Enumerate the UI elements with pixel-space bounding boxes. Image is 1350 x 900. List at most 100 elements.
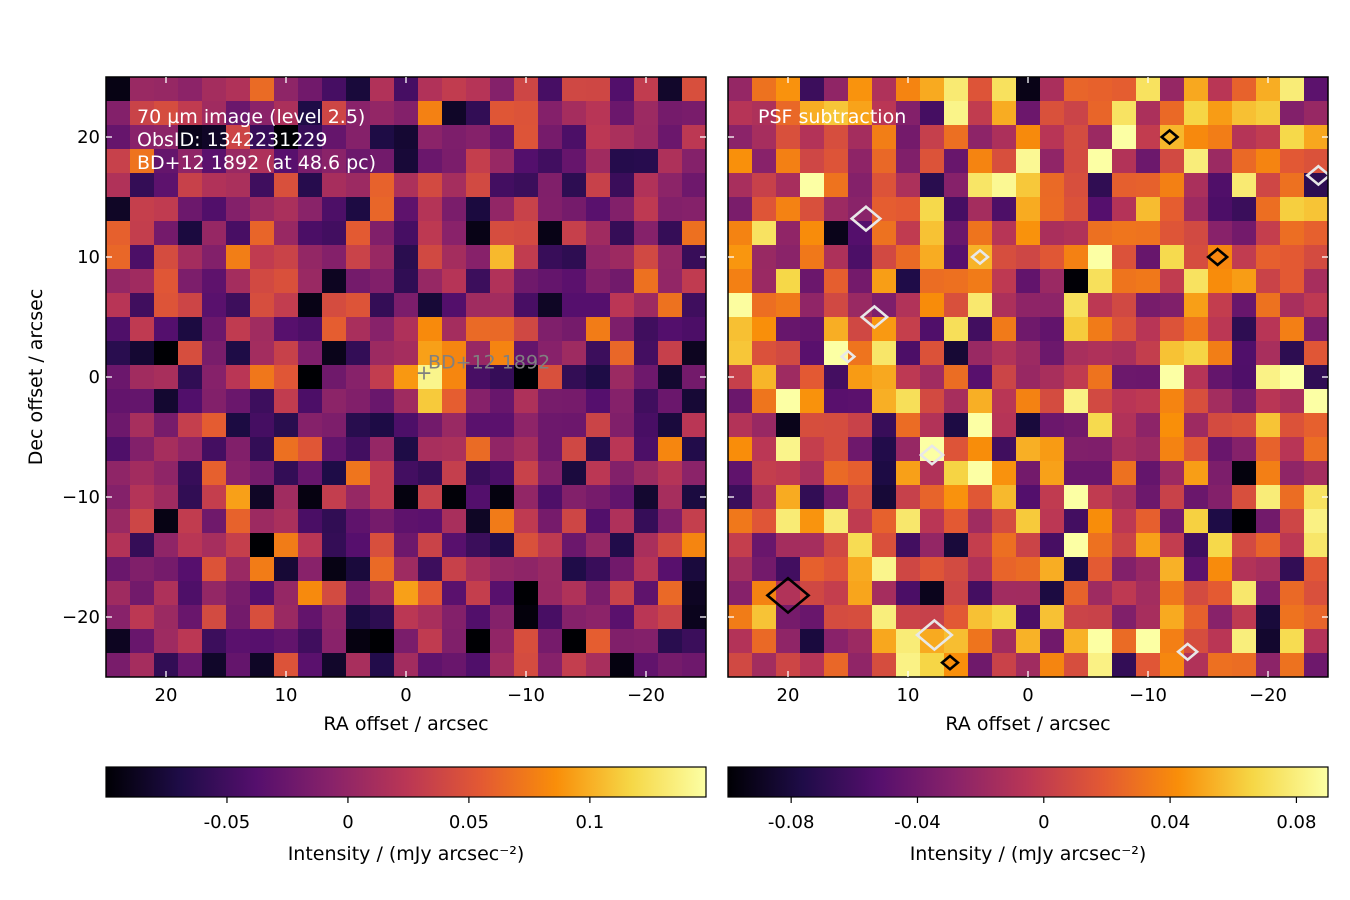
heatmap-cell [178,653,203,677]
heatmap-cell [514,389,539,414]
heatmap-cell [418,413,443,438]
heatmap-cell [1088,149,1113,174]
x-tick-label: −20 [1249,685,1287,706]
heatmap-cell [824,653,849,677]
heatmap-cell [250,437,275,462]
heatmap-cell [202,101,227,126]
heatmap-cell [1112,245,1137,270]
heatmap-cell [538,437,563,462]
heatmap-cell [682,293,706,318]
heatmap-cell [1280,629,1305,654]
heatmap-cell [418,101,443,126]
heatmap-cell [1280,461,1305,486]
heatmap-cell [370,269,395,294]
heatmap-cell [968,101,993,126]
heatmap-cell [968,77,993,102]
heatmap-cell [514,581,539,606]
heatmap-cell [1184,605,1209,630]
heatmap-cell [1304,533,1328,558]
heatmap-cell [1232,461,1257,486]
heatmap-cell [586,485,611,510]
heatmap-cell [728,269,753,294]
heatmap-cell [1280,173,1305,198]
heatmap-cell [1232,77,1257,102]
heatmap-cell [968,365,993,390]
heatmap-cell [1064,101,1089,126]
heatmap-cell [562,485,587,510]
heatmap-cell [682,437,706,462]
heatmap-cell [872,125,897,150]
heatmap-cell [968,197,993,222]
heatmap-cell [634,149,659,174]
heatmap-cell [896,533,921,558]
heatmap-cell [490,557,515,582]
heatmap-cell [776,197,801,222]
heatmap-cell [992,221,1017,246]
heatmap-cell [610,629,635,654]
heatmap-cell [824,437,849,462]
heatmap-cell [728,221,753,246]
heatmap-cell [1232,509,1257,534]
contour-line [918,444,946,466]
heatmap-cell [346,341,371,366]
heatmap-cell [1136,557,1161,582]
heatmap-cell [274,125,299,150]
heatmap-cell [728,581,753,606]
heatmap-cell [1232,269,1257,294]
heatmap-cell [1040,125,1065,150]
heatmap-cell [442,341,467,366]
heatmap-cell [346,149,371,174]
heatmap-cell [1256,485,1281,510]
left-x-axis-label: RA offset / arcsec [323,713,488,735]
heatmap-cell [106,653,131,677]
heatmap-cell [1232,653,1257,677]
heatmap-cell [394,125,419,150]
heatmap-cell [394,197,419,222]
heatmap-cell [370,413,395,438]
heatmap-cell [968,389,993,414]
heatmap-cell [586,533,611,558]
heatmap-cell [1232,413,1257,438]
heatmap-cell [1160,245,1185,270]
heatmap-cell [1088,461,1113,486]
heatmap-cell [466,557,491,582]
heatmap-cell [1280,101,1305,126]
heatmap-cell [658,629,683,654]
heatmap-cell [992,461,1017,486]
heatmap-cell [658,293,683,318]
heatmap-cell [1232,485,1257,510]
heatmap-cell [490,173,515,198]
heatmap-cell [1208,581,1233,606]
heatmap-cell [490,317,515,342]
heatmap-cell [752,197,777,222]
heatmap-cell [442,245,467,270]
heatmap-cell [370,653,395,677]
heatmap-cell [658,77,683,102]
heatmap-cell [968,149,993,174]
heatmap-cell [896,221,921,246]
heatmap-cell [226,173,251,198]
heatmap-cell [562,509,587,534]
heatmap-cell [1040,389,1065,414]
heatmap-cell [682,413,706,438]
heatmap-cell [250,629,275,654]
heatmap-cell [154,293,179,318]
heatmap-cell [1208,245,1233,270]
y-tick-label: −10 [62,487,100,508]
heatmap-cell [346,365,371,390]
heatmap-cell [466,629,491,654]
heatmap-cell [178,125,203,150]
heatmap-cell [1112,149,1137,174]
heatmap-cell [896,245,921,270]
heatmap-cell [682,101,706,126]
heatmap-cell [1136,197,1161,222]
heatmap-cell [824,581,849,606]
heatmap-cell [586,581,611,606]
heatmap-cell [442,557,467,582]
heatmap-cell [1136,533,1161,558]
heatmap-cell [442,125,467,150]
heatmap-cell [848,653,873,677]
heatmap-cell [1304,437,1328,462]
heatmap-cell [1280,77,1305,102]
heatmap-cell [896,125,921,150]
